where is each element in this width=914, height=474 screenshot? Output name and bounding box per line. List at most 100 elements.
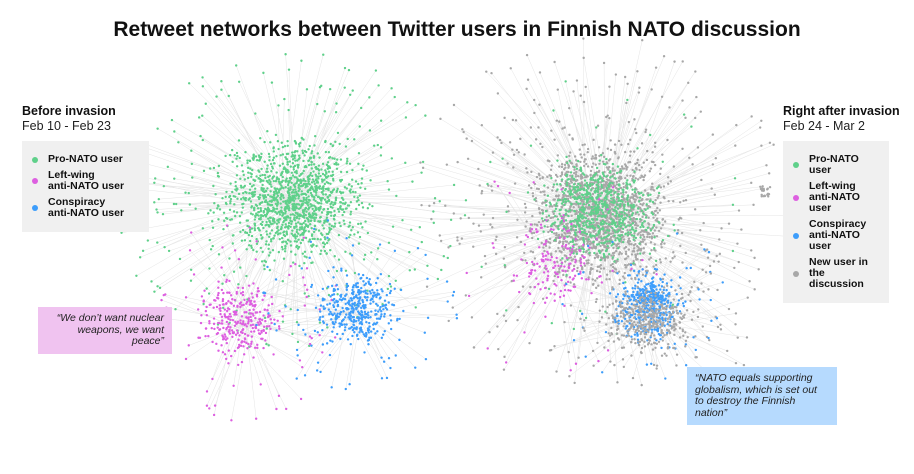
pro-nato-node: [294, 237, 297, 240]
conspiracy-node: [396, 317, 399, 321]
new-user-node: [734, 323, 737, 326]
pro-nato-node: [616, 224, 619, 228]
new-user-node: [597, 284, 600, 287]
pro-nato-node: [270, 229, 274, 232]
left-wing-node: [235, 329, 239, 332]
new-user-node: [614, 236, 617, 240]
edge: [473, 206, 600, 348]
pro-nato-node: [326, 326, 329, 329]
new-user-node: [677, 218, 681, 221]
new-user-node: [624, 252, 628, 256]
edge: [297, 194, 378, 306]
left-wing-node: [211, 340, 214, 344]
new-user-node: [720, 227, 723, 230]
new-user-node: [753, 288, 756, 291]
left-wing-node: [220, 288, 224, 292]
conspiracy-node: [358, 331, 361, 334]
pro-nato-node: [333, 213, 337, 217]
left-wing-node: [262, 346, 265, 350]
conspiracy-node: [327, 308, 330, 311]
pro-nato-node: [231, 160, 234, 164]
left-wing-node: [220, 322, 223, 325]
new-user-node: [559, 174, 562, 178]
new-user-node: [530, 170, 533, 174]
new-user-node: [589, 174, 592, 177]
pro-nato-node: [307, 208, 310, 211]
pro-nato-node: [307, 204, 310, 207]
pro-nato-node: [281, 320, 285, 323]
pro-nato-node: [293, 225, 296, 229]
pro-nato-node: [309, 173, 312, 177]
pro-nato-node: [305, 198, 308, 202]
new-user-node: [589, 267, 593, 270]
left-wing-node: [251, 304, 254, 307]
pro-nato-node: [308, 212, 311, 215]
pro-nato-node: [308, 188, 312, 191]
pro-nato-node: [404, 161, 407, 165]
new-user-node: [572, 264, 576, 268]
new-user-node: [614, 268, 618, 271]
new-user-node: [707, 288, 710, 291]
pro-nato-node: [335, 189, 339, 192]
conspiracy-node: [310, 285, 313, 289]
new-user-node: [635, 224, 639, 227]
left-wing-node: [231, 298, 234, 301]
new-user-node: [573, 255, 577, 258]
conspiracy-node: [345, 237, 348, 240]
left-wing-node: [229, 326, 232, 329]
left-wing-node: [229, 315, 233, 318]
pro-nato-node: [305, 196, 308, 200]
left-wing-node: [208, 322, 211, 325]
new-user-node: [537, 206, 541, 210]
new-user-node: [653, 202, 657, 205]
pro-nato-node: [217, 218, 220, 221]
pro-nato-node: [640, 209, 644, 212]
pro-nato-node: [229, 218, 232, 221]
new-user-node: [687, 81, 690, 85]
new-user-node: [458, 242, 461, 245]
pro-nato-node: [334, 140, 337, 144]
pro-nato-node: [432, 210, 435, 213]
pro-nato-node: [349, 252, 352, 255]
conspiracy-node: [365, 299, 369, 302]
left-wing-node: [229, 294, 233, 297]
pro-nato-node: [331, 144, 334, 148]
conspiracy-node: [357, 304, 360, 308]
conspiracy-node: [309, 240, 313, 244]
pro-nato-node: [646, 226, 650, 229]
new-user-node: [562, 273, 565, 277]
conspiracy-node: [329, 310, 332, 314]
pro-nato-node: [281, 162, 285, 165]
conspiracy-node: [387, 322, 390, 325]
pro-nato-node: [324, 200, 328, 204]
pro-nato-node: [420, 240, 424, 244]
new-user-node: [623, 163, 627, 166]
pro-nato-node: [201, 76, 204, 79]
new-user-node: [607, 159, 611, 162]
edge: [648, 297, 748, 331]
conspiracy-node: [382, 333, 385, 336]
pro-nato-node: [339, 201, 342, 204]
pro-nato-node: [263, 140, 266, 144]
pro-nato-node: [604, 231, 607, 234]
new-user-node: [681, 147, 684, 150]
pro-nato-node: [216, 171, 220, 175]
new-user-node: [672, 199, 675, 203]
pro-nato-node: [310, 167, 314, 170]
new-user-node: [655, 217, 659, 220]
new-user-node: [530, 236, 534, 240]
pro-nato-node: [265, 167, 269, 170]
new-user-node: [652, 160, 655, 164]
new-user-node: [563, 163, 567, 167]
pro-nato-node: [284, 223, 287, 226]
new-user-node: [642, 235, 646, 239]
new-user-node: [497, 347, 500, 351]
new-user-node: [757, 268, 760, 271]
new-user-node: [595, 269, 599, 273]
conspiracy-node: [363, 310, 367, 314]
new-user-node: [649, 188, 653, 191]
left-wing-node: [208, 303, 211, 307]
edge: [121, 200, 298, 234]
pro-nato-node: [223, 219, 226, 223]
